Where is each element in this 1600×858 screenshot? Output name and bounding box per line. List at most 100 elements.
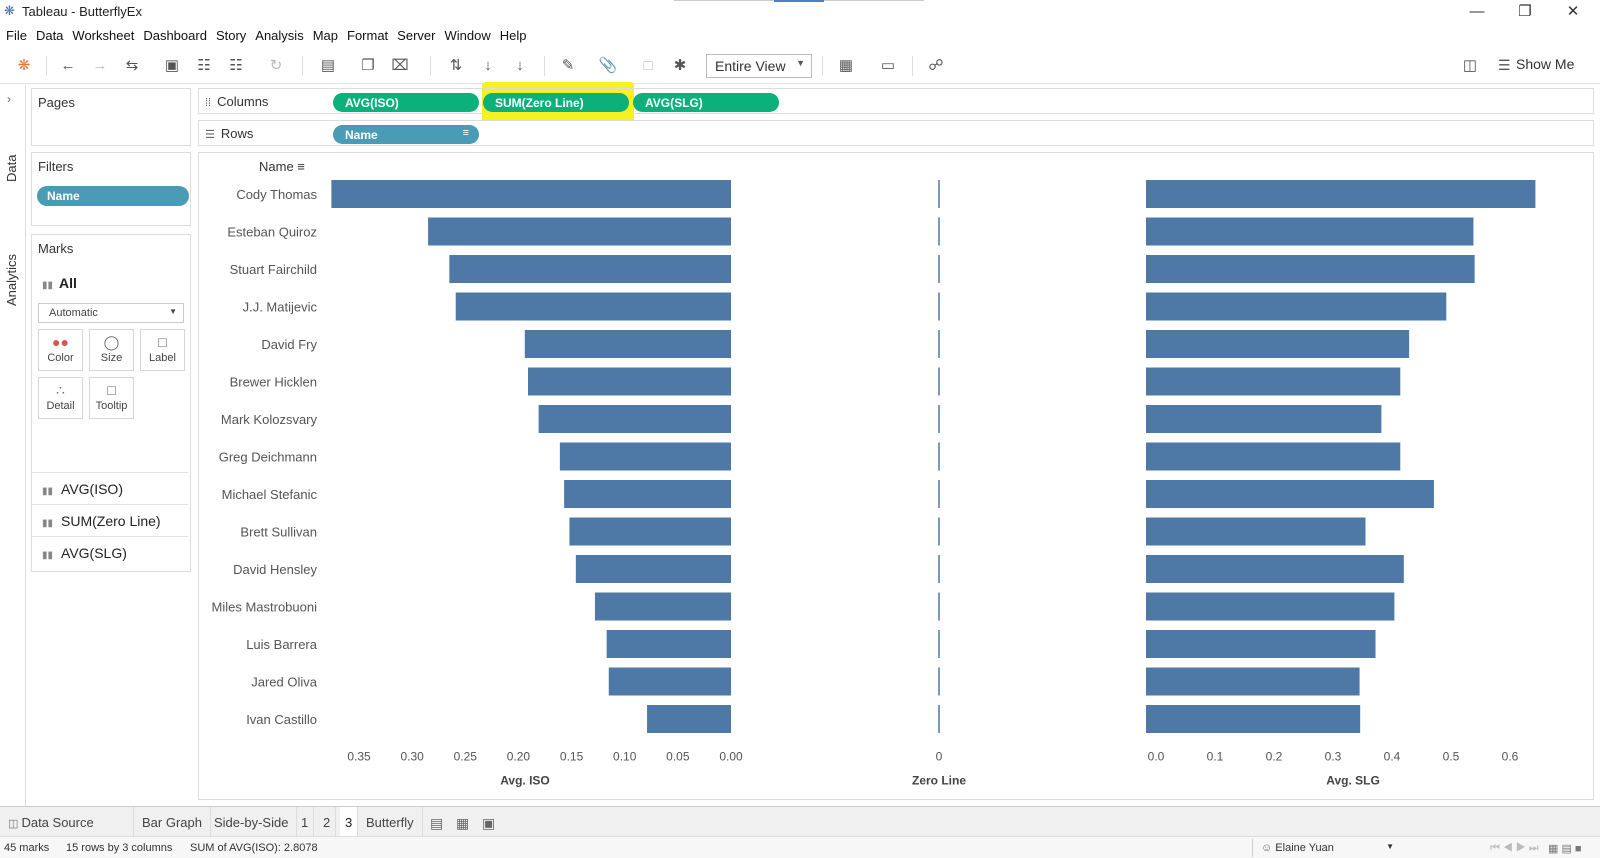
text-label-icon: □ xyxy=(158,334,167,350)
new-worksheet-icon[interactable]: ▤ xyxy=(320,57,336,74)
iso-bar xyxy=(559,442,731,471)
data-source-tab[interactable]: ◫ Data Source xyxy=(0,807,134,836)
columns-icon: ⁞⁞ xyxy=(205,97,212,109)
undo-icon[interactable]: ← xyxy=(60,57,76,74)
marks-title: Marks xyxy=(38,241,74,256)
marks-label-button[interactable]: □ Label xyxy=(140,329,185,371)
pause-updates-icon[interactable]: ☷ xyxy=(229,57,243,74)
swap-rows-columns-icon[interactable]: ⇅ xyxy=(449,57,463,74)
slg-bar xyxy=(1146,217,1474,246)
butterfly-chart: Name ≡ Cody Thomas Esteban Quiroz Stuart Fa… xyxy=(212,159,1536,788)
column-pill-sum-zero-line[interactable]: SUM(Zero Line) xyxy=(483,93,629,112)
chevron-down-icon: ▼ xyxy=(169,307,177,316)
tableau-home-icon[interactable]: ❋ xyxy=(17,57,31,74)
slg-bar xyxy=(1146,330,1410,358)
menu-file[interactable]: File xyxy=(6,28,27,43)
marks-tooltip-button[interactable]: □ Tooltip xyxy=(89,377,134,419)
grid-view-icon[interactable]: ▦ ▤ ■ xyxy=(1548,843,1582,855)
show-me-panel-icon[interactable]: ◫ xyxy=(1462,57,1478,74)
category-label: Brett Sullivan xyxy=(240,525,317,540)
category-label: J.J. Matijevic xyxy=(243,300,318,315)
slg-axis-label: Avg. SLG xyxy=(1326,774,1380,788)
sort-descending-icon[interactable]: ↓ xyxy=(516,57,524,74)
size-icon: ◯ xyxy=(103,334,120,350)
user-menu[interactable]: ☺ Elaine Yuan ▼ xyxy=(1252,839,1402,857)
marks-detail-button[interactable]: ∴ Detail xyxy=(38,377,83,419)
new-dashboard-icon[interactable]: ▦ xyxy=(456,815,470,831)
marks-field-sum-zero-line[interactable]: ▮▮ SUM(Zero Line) xyxy=(32,504,188,536)
filters-title: Filters xyxy=(38,159,74,174)
row-pill-name[interactable]: Name ≡ xyxy=(333,125,479,144)
sort-ascending-icon[interactable]: ↓ xyxy=(484,57,492,74)
menu-analysis[interactable]: Analysis xyxy=(255,28,304,43)
sheet-tab-bar-graph[interactable]: Bar Graph xyxy=(134,807,211,836)
sheet-tab-1[interactable]: 1 xyxy=(296,807,315,836)
filters-card[interactable]: Filters Name xyxy=(31,152,191,226)
marks-color-button[interactable]: ●● Color xyxy=(38,329,83,371)
menu-story[interactable]: Story xyxy=(215,28,247,43)
presentation-mode-icon[interactable]: ▭ xyxy=(880,57,896,74)
refresh-icon[interactable]: ↻ xyxy=(269,57,283,74)
show-mark-labels-icon[interactable]: □ xyxy=(643,57,653,74)
slg-bar xyxy=(1146,367,1401,396)
pages-card[interactable]: Pages xyxy=(31,88,191,146)
menu-map[interactable]: Map xyxy=(312,28,338,43)
bar-chart-icon: ▮▮ xyxy=(42,518,54,529)
sheet-tab-2[interactable]: 2 xyxy=(318,807,337,836)
marks-field-avg-slg[interactable]: ▮▮ AVG(SLG) xyxy=(32,536,188,568)
columns-shelf[interactable]: ⁞⁞ Columns AVG(ISO) SUM(Zero Line) AVG(SL… xyxy=(198,88,1594,114)
mark-type-select[interactable]: Automatic ▼ xyxy=(38,303,184,323)
menu-server[interactable]: Server xyxy=(397,28,436,43)
iso-bar xyxy=(428,217,731,246)
menu-data[interactable]: Data xyxy=(35,28,64,43)
data-pane-tab[interactable]: Data xyxy=(4,154,19,182)
bar-chart-icon: ▮▮ xyxy=(42,486,54,497)
fit-view-select[interactable]: Entire View ▼ xyxy=(706,54,812,78)
column-pill-avg-slg[interactable]: AVG(SLG) xyxy=(633,93,779,112)
filter-pill-name[interactable]: Name xyxy=(37,186,189,206)
data-source-label: Data Source xyxy=(21,815,94,830)
clear-sheet-icon[interactable]: ⌧ xyxy=(391,57,409,74)
status-rows-columns: 15 rows by 3 columns xyxy=(66,842,173,854)
worksheet-view: Name ≡ Cody Thomas Esteban Quiroz Stuart Fa… xyxy=(198,152,1594,800)
menu-dashboard[interactable]: Dashboard xyxy=(143,28,207,43)
analytics-pane-tab[interactable]: Analytics xyxy=(4,253,19,306)
menu-worksheet[interactable]: Worksheet xyxy=(72,28,135,43)
minimize-button[interactable]: — xyxy=(1469,3,1485,20)
sheet-tab-3[interactable]: 3 xyxy=(340,807,359,836)
close-button[interactable]: ✕ xyxy=(1566,3,1580,20)
marks-size-button[interactable]: ◯ Size xyxy=(89,329,134,371)
expand-panel-icon[interactable]: › xyxy=(7,92,11,106)
tooltip-label: Tooltip xyxy=(95,400,128,412)
duplicate-sheet-icon[interactable]: ❐ xyxy=(361,57,375,74)
iso-tick-label: 0.15 xyxy=(560,750,584,764)
replace-data-icon[interactable]: ⇆ xyxy=(125,57,139,74)
menu-format[interactable]: Format xyxy=(347,28,389,43)
show-me-button[interactable]: Show Me xyxy=(1516,56,1575,72)
menu-window[interactable]: Window xyxy=(444,28,491,43)
detail-dots-icon: ∴ xyxy=(56,382,65,398)
fix-axes-icon[interactable]: ✱ xyxy=(673,57,687,74)
menu-bar: File Data Worksheet Dashboard Story Anal… xyxy=(0,24,1600,46)
new-story-icon[interactable]: ▣ xyxy=(482,815,496,831)
save-icon[interactable]: ▣ xyxy=(164,57,180,74)
marks-all-tab[interactable]: ▮▮ All xyxy=(42,275,77,291)
new-worksheet-icon[interactable]: ▤ xyxy=(430,815,444,831)
sheet-tab-butterfly[interactable]: Butterfly xyxy=(358,807,423,836)
group-members-icon[interactable]: 📎 xyxy=(598,57,618,74)
restore-button[interactable]: ❐ xyxy=(1518,3,1532,20)
sheet-nav-icon[interactable]: ⏮ ◀ ▶ ⏭ xyxy=(1490,842,1539,854)
new-datasource-icon[interactable]: ☷ xyxy=(197,57,211,74)
marks-field-avg-iso[interactable]: ▮▮ AVG(ISO) xyxy=(32,472,188,504)
column-pill-avg-iso[interactable]: AVG(ISO) xyxy=(333,93,479,112)
highlight-icon[interactable]: ✎ xyxy=(561,57,575,74)
redo-icon[interactable]: → xyxy=(92,57,108,74)
iso-bar xyxy=(455,292,731,321)
bar-chart-icon: ▮▮ xyxy=(42,280,54,291)
show-cards-icon[interactable]: ▦ xyxy=(838,57,854,74)
menu-help[interactable]: Help xyxy=(499,28,527,43)
tableau-logo-icon: ❋ xyxy=(4,3,15,18)
share-icon[interactable]: ☍ xyxy=(928,57,944,74)
rows-shelf[interactable]: ☰ Rows Name ≡ xyxy=(198,120,1594,146)
sheet-tab-side-by-side[interactable]: Side-by-Side xyxy=(206,807,298,836)
